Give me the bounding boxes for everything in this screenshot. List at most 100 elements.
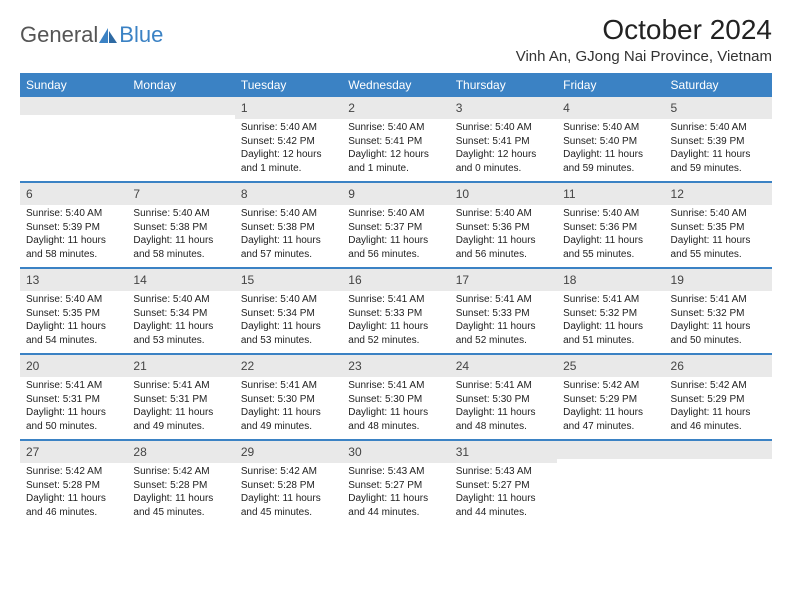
day-number-bar: 6 — [20, 183, 127, 205]
sunset-text: Sunset: 5:38 PM — [133, 221, 228, 235]
day-number-bar: 13 — [20, 269, 127, 291]
sunset-text: Sunset: 5:36 PM — [456, 221, 551, 235]
daylight-text: Daylight: 11 hours and 46 minutes. — [26, 492, 121, 519]
calendar-cell: 6Sunrise: 5:40 AMSunset: 5:39 PMDaylight… — [20, 183, 127, 267]
daylight-text: Daylight: 11 hours and 55 minutes. — [671, 234, 766, 261]
daylight-text: Daylight: 11 hours and 50 minutes. — [26, 406, 121, 433]
day-details: Sunrise: 5:40 AMSunset: 5:35 PMDaylight:… — [20, 291, 127, 353]
sunset-text: Sunset: 5:29 PM — [563, 393, 658, 407]
day-number: 15 — [241, 273, 254, 287]
day-details: Sunrise: 5:40 AMSunset: 5:36 PMDaylight:… — [450, 205, 557, 267]
calendar-page: General Blue October 2024 Vinh An, GJong… — [0, 0, 792, 545]
day-details: Sunrise: 5:41 AMSunset: 5:33 PMDaylight:… — [342, 291, 449, 353]
calendar-cell: 27Sunrise: 5:42 AMSunset: 5:28 PMDayligh… — [20, 441, 127, 525]
sunset-text: Sunset: 5:28 PM — [133, 479, 228, 493]
daylight-text: Daylight: 11 hours and 45 minutes. — [133, 492, 228, 519]
calendar-cell — [127, 97, 234, 181]
day-details — [20, 115, 127, 167]
day-number-bar — [127, 97, 234, 115]
day-number-bar — [20, 97, 127, 115]
calendar-cell: 2Sunrise: 5:40 AMSunset: 5:41 PMDaylight… — [342, 97, 449, 181]
day-number: 17 — [456, 273, 469, 287]
day-details: Sunrise: 5:43 AMSunset: 5:27 PMDaylight:… — [342, 463, 449, 525]
daylight-text: Daylight: 11 hours and 52 minutes. — [348, 320, 443, 347]
daylight-text: Daylight: 11 hours and 58 minutes. — [26, 234, 121, 261]
daylight-text: Daylight: 11 hours and 48 minutes. — [456, 406, 551, 433]
sunrise-text: Sunrise: 5:40 AM — [671, 121, 766, 135]
calendar-grid: SundayMondayTuesdayWednesdayThursdayFrid… — [20, 73, 772, 525]
day-details: Sunrise: 5:42 AMSunset: 5:29 PMDaylight:… — [557, 377, 664, 439]
day-details — [127, 115, 234, 167]
day-details: Sunrise: 5:41 AMSunset: 5:33 PMDaylight:… — [450, 291, 557, 353]
sunrise-text: Sunrise: 5:41 AM — [671, 293, 766, 307]
location-text: Vinh An, GJong Nai Province, Vietnam — [516, 48, 772, 65]
sunset-text: Sunset: 5:39 PM — [26, 221, 121, 235]
daylight-text: Daylight: 11 hours and 49 minutes. — [133, 406, 228, 433]
day-number-bar: 1 — [235, 97, 342, 119]
calendar-cell: 11Sunrise: 5:40 AMSunset: 5:36 PMDayligh… — [557, 183, 664, 267]
day-number-bar: 19 — [665, 269, 772, 291]
calendar-cell — [665, 441, 772, 525]
day-number-bar: 25 — [557, 355, 664, 377]
day-number-bar: 9 — [342, 183, 449, 205]
day-details: Sunrise: 5:41 AMSunset: 5:32 PMDaylight:… — [557, 291, 664, 353]
sunset-text: Sunset: 5:35 PM — [671, 221, 766, 235]
sunrise-text: Sunrise: 5:40 AM — [133, 207, 228, 221]
day-number-bar: 3 — [450, 97, 557, 119]
day-details: Sunrise: 5:41 AMSunset: 5:32 PMDaylight:… — [665, 291, 772, 353]
sunrise-text: Sunrise: 5:40 AM — [348, 207, 443, 221]
sunrise-text: Sunrise: 5:41 AM — [456, 293, 551, 307]
sunrise-text: Sunrise: 5:43 AM — [348, 465, 443, 479]
day-number: 23 — [348, 359, 361, 373]
day-details: Sunrise: 5:40 AMSunset: 5:41 PMDaylight:… — [450, 119, 557, 181]
sunset-text: Sunset: 5:33 PM — [456, 307, 551, 321]
calendar-cell: 22Sunrise: 5:41 AMSunset: 5:30 PMDayligh… — [235, 355, 342, 439]
calendar-cell — [20, 97, 127, 181]
day-details: Sunrise: 5:40 AMSunset: 5:37 PMDaylight:… — [342, 205, 449, 267]
sunrise-text: Sunrise: 5:41 AM — [26, 379, 121, 393]
calendar-cell: 14Sunrise: 5:40 AMSunset: 5:34 PMDayligh… — [127, 269, 234, 353]
daylight-text: Daylight: 12 hours and 0 minutes. — [456, 148, 551, 175]
daylight-text: Daylight: 12 hours and 1 minute. — [348, 148, 443, 175]
week-row: 1Sunrise: 5:40 AMSunset: 5:42 PMDaylight… — [20, 97, 772, 181]
day-number-bar: 20 — [20, 355, 127, 377]
day-details — [665, 459, 772, 511]
day-number-bar: 28 — [127, 441, 234, 463]
day-number-bar: 12 — [665, 183, 772, 205]
calendar-cell: 4Sunrise: 5:40 AMSunset: 5:40 PMDaylight… — [557, 97, 664, 181]
day-number-bar: 24 — [450, 355, 557, 377]
day-details: Sunrise: 5:40 AMSunset: 5:40 PMDaylight:… — [557, 119, 664, 181]
calendar-cell: 16Sunrise: 5:41 AMSunset: 5:33 PMDayligh… — [342, 269, 449, 353]
day-number-bar: 4 — [557, 97, 664, 119]
header: General Blue October 2024 Vinh An, GJong… — [20, 14, 772, 65]
calendar-cell: 8Sunrise: 5:40 AMSunset: 5:38 PMDaylight… — [235, 183, 342, 267]
sunset-text: Sunset: 5:31 PM — [133, 393, 228, 407]
month-title: October 2024 — [516, 14, 772, 46]
calendar-cell: 23Sunrise: 5:41 AMSunset: 5:30 PMDayligh… — [342, 355, 449, 439]
sunset-text: Sunset: 5:39 PM — [671, 135, 766, 149]
weeks-container: 1Sunrise: 5:40 AMSunset: 5:42 PMDaylight… — [20, 97, 772, 525]
sunset-text: Sunset: 5:30 PM — [348, 393, 443, 407]
day-number: 29 — [241, 445, 254, 459]
sunrise-text: Sunrise: 5:42 AM — [133, 465, 228, 479]
calendar-cell — [557, 441, 664, 525]
daylight-text: Daylight: 11 hours and 47 minutes. — [563, 406, 658, 433]
day-number: 7 — [133, 187, 140, 201]
day-number-bar: 18 — [557, 269, 664, 291]
daylight-text: Daylight: 11 hours and 59 minutes. — [563, 148, 658, 175]
sunset-text: Sunset: 5:41 PM — [456, 135, 551, 149]
day-number-bar: 14 — [127, 269, 234, 291]
day-details: Sunrise: 5:40 AMSunset: 5:34 PMDaylight:… — [235, 291, 342, 353]
day-header: Monday — [127, 73, 234, 97]
sunset-text: Sunset: 5:37 PM — [348, 221, 443, 235]
day-header: Thursday — [450, 73, 557, 97]
day-details: Sunrise: 5:41 AMSunset: 5:30 PMDaylight:… — [450, 377, 557, 439]
sunrise-text: Sunrise: 5:41 AM — [348, 379, 443, 393]
day-header: Saturday — [665, 73, 772, 97]
day-number: 31 — [456, 445, 469, 459]
daylight-text: Daylight: 11 hours and 54 minutes. — [26, 320, 121, 347]
sunrise-text: Sunrise: 5:40 AM — [241, 293, 336, 307]
calendar-cell: 5Sunrise: 5:40 AMSunset: 5:39 PMDaylight… — [665, 97, 772, 181]
day-details: Sunrise: 5:40 AMSunset: 5:42 PMDaylight:… — [235, 119, 342, 181]
day-header: Tuesday — [235, 73, 342, 97]
